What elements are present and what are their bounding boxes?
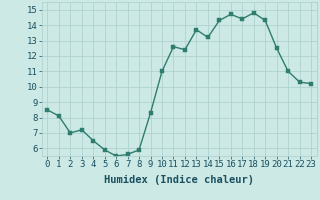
X-axis label: Humidex (Indice chaleur): Humidex (Indice chaleur) <box>104 175 254 185</box>
